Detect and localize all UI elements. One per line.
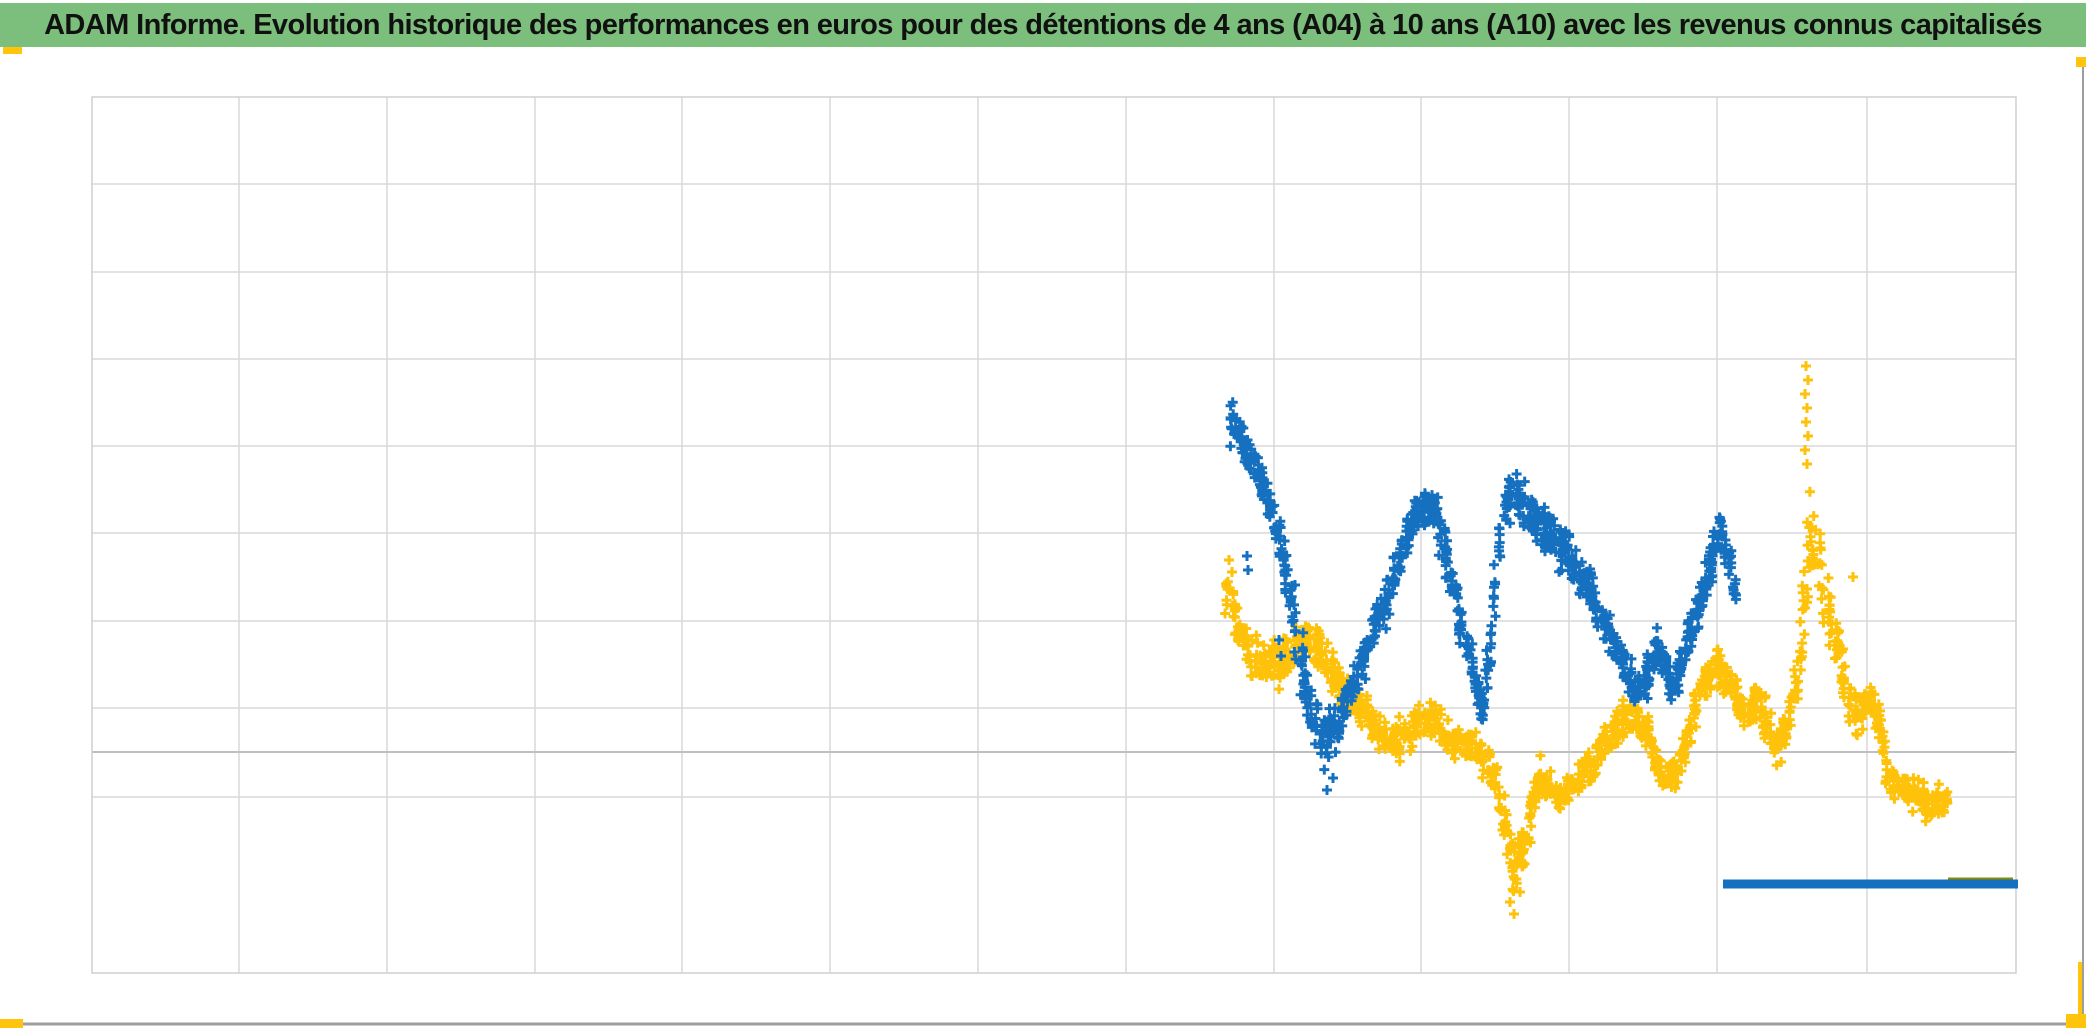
title-bar: ADAM Informe. Evolution historique des p… [0,3,2086,47]
corner-tab-bottom-right [2066,1014,2086,1028]
plot-border [91,96,2017,974]
flat-line-blue [1723,879,2018,889]
corner-tab-top-left [3,47,22,54]
scatter-series-blue [1225,397,1741,795]
chart-title: ADAM Informe. Evolution historique des p… [44,8,2042,41]
scatter-series-gold [1220,361,1953,919]
right-edge-strip [2078,962,2082,1024]
corner-tab-top-right [2076,57,2086,67]
gridlines [92,97,2016,973]
corner-tab-bottom-left [0,1019,23,1028]
overlay-line-segment [1948,877,2013,881]
